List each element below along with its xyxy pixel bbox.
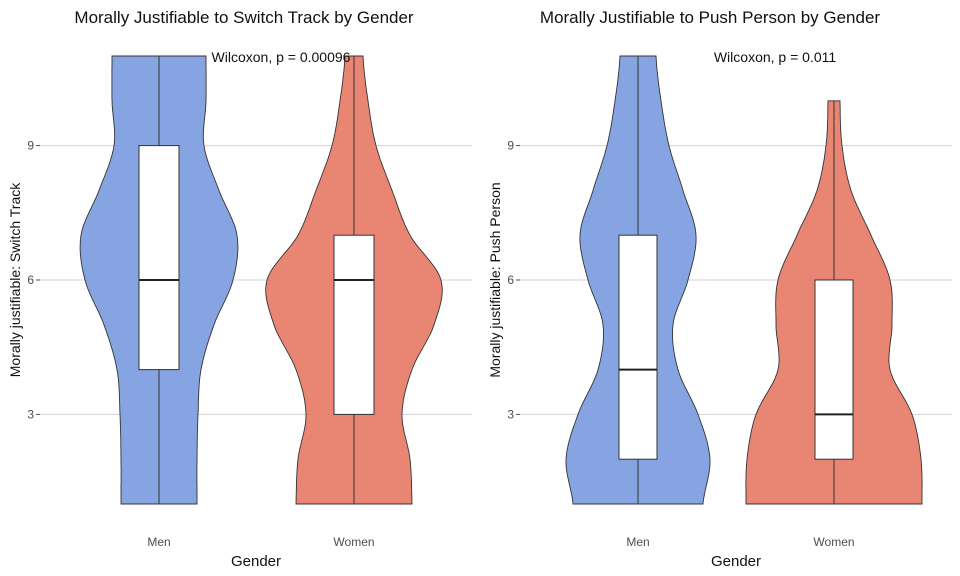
x-tick-label-men: Men bbox=[147, 535, 170, 549]
box-men bbox=[618, 234, 658, 460]
y-tick-label: 9 bbox=[27, 139, 34, 153]
y-tick-label: 3 bbox=[27, 407, 34, 421]
wilcoxon-annotation: Wilcoxon, p = 0.011 bbox=[714, 49, 837, 65]
x-tick-label-women: Women bbox=[333, 535, 374, 549]
box-women bbox=[814, 279, 854, 460]
y-axis-label: Morally justifiable: Switch Track bbox=[7, 182, 23, 378]
y-axis-label: Morally justifiable: Push Person bbox=[487, 182, 503, 377]
x-axis-label: Gender bbox=[711, 553, 761, 570]
y-tick-label: 3 bbox=[507, 407, 514, 421]
box-men bbox=[138, 145, 180, 371]
chart-title: Morally Justifiable to Push Person by Ge… bbox=[540, 8, 881, 27]
x-tick-label-women: Women bbox=[813, 535, 854, 549]
violin-panel-1: Men Women 3 6 9 Morally Justifiable to Switch… bbox=[7, 8, 472, 570]
violin-panel-2: Men Women 3 6 9 Morally Justifiable to Push P… bbox=[487, 8, 952, 570]
x-axis-label: Gender bbox=[231, 553, 281, 570]
chart-title: Morally Justifiable to Switch Track by G… bbox=[74, 8, 414, 27]
box-women bbox=[333, 234, 375, 415]
wilcoxon-annotation: Wilcoxon, p = 0.00096 bbox=[212, 49, 351, 65]
x-tick-label-men: Men bbox=[626, 535, 649, 549]
y-tick-label: 6 bbox=[27, 273, 34, 287]
y-tick-label: 9 bbox=[507, 139, 514, 153]
y-tick-label: 6 bbox=[507, 273, 514, 287]
